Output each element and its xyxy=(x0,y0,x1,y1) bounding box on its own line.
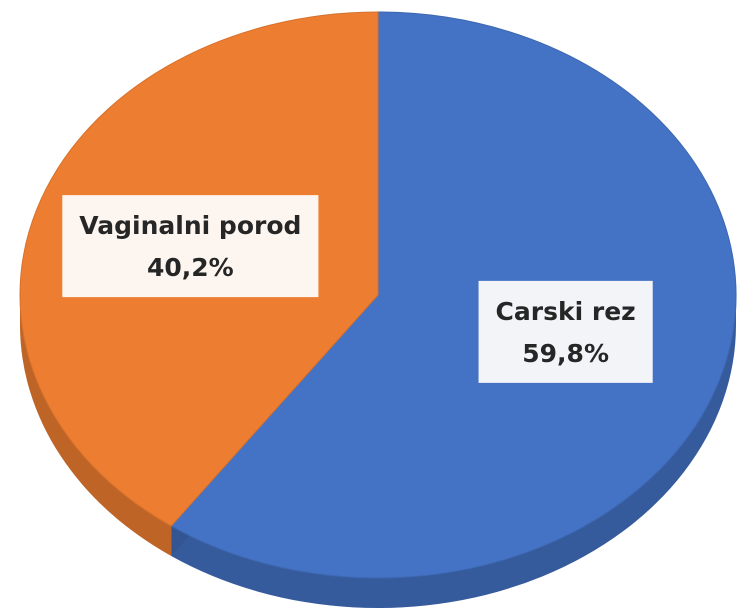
label-category: Vaginalni porod xyxy=(79,211,301,240)
slice-side xyxy=(20,295,172,557)
data-label: Carski rez 59,8% xyxy=(478,280,653,383)
pie-slice xyxy=(170,11,737,579)
label-box xyxy=(62,195,319,298)
data-label: Vaginalni porod 40,2% xyxy=(62,195,319,298)
label-category: Carski rez xyxy=(496,297,636,326)
label-value: 40,2% xyxy=(147,253,234,282)
label-box xyxy=(478,280,653,383)
label-value: 59,8% xyxy=(522,339,609,368)
slice-side xyxy=(171,295,736,609)
